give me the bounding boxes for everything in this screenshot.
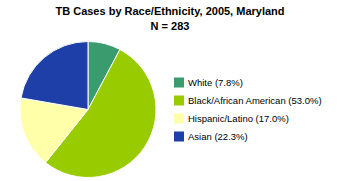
legend-swatch [174,78,184,88]
legend-item: Black/African American (53.0%) [174,95,322,106]
legend-label: White (7.8%) [188,77,243,88]
legend-label: Asian (22.3%) [188,131,248,142]
legend-swatch [174,96,184,106]
legend-item: Asian (22.3%) [174,131,248,142]
legend-item: Hispanic/Latino (17.0%) [174,113,289,124]
legend-swatch [174,132,184,142]
legend-swatch [174,114,184,124]
slice [21,42,88,110]
legend-item: White (7.8%) [174,77,243,88]
title: TB Cases by Race/Ethnicity, 2005, Maryla… [55,5,284,17]
legend-label: Black/African American (53.0%) [188,95,322,106]
pie [20,42,156,178]
subtitle: N = 283 [151,20,190,32]
legend: White (7.8%) Black/African American (53.0… [174,77,322,142]
legend-label: Hispanic/Latino (17.0%) [188,113,289,124]
chart: TB Cases by Race/Ethnicity, 2005, Maryla… [0,0,340,181]
